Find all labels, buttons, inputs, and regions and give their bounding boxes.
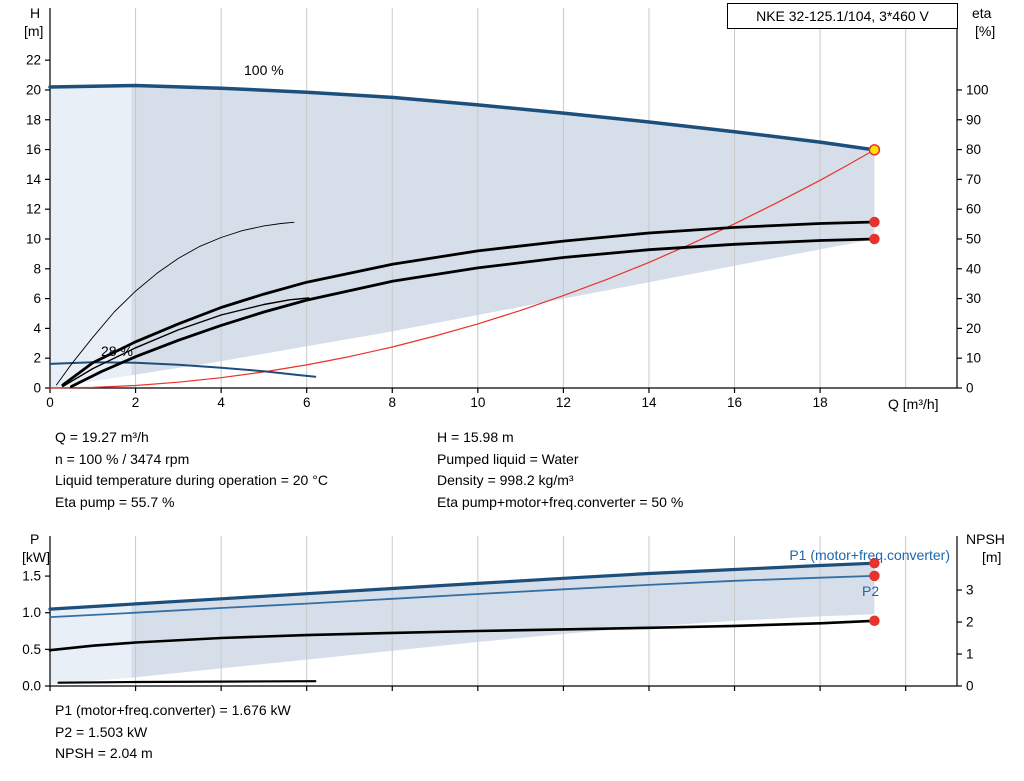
- p1-endpoint: [869, 557, 880, 569]
- power-envelope-light: [50, 604, 132, 685]
- tick-label: 16: [727, 395, 742, 410]
- tick-label: 8: [33, 261, 41, 276]
- tick-label: 0.0: [22, 679, 41, 694]
- h-axis-unit: [m]: [24, 23, 44, 39]
- duty-readout-left: Q = 19.27 m³/h n = 100 % / 3474 rpm Liqu…: [55, 427, 328, 513]
- affinity-parabola: [49, 149, 876, 389]
- tick-label: 50: [966, 231, 981, 246]
- tick-label: 14: [641, 395, 657, 410]
- power-envelope: [131, 563, 875, 678]
- duty-point[interactable]: [868, 144, 881, 156]
- tick-label: 0: [966, 381, 974, 396]
- eta-axis-label: eta: [972, 5, 992, 21]
- tick-label: 90: [966, 112, 981, 127]
- tick-label: 1.5: [22, 569, 41, 584]
- density-readout: Density = 998.2 kg/m³: [437, 472, 574, 488]
- p1-curve-label: P1 (motor+freq.converter): [789, 547, 950, 563]
- tick-label: 40: [966, 261, 981, 276]
- p1-curve: [48, 561, 877, 611]
- tick-label: 10: [966, 351, 981, 366]
- speed-28-label: 28 %: [101, 343, 133, 359]
- operating-envelope-light: [50, 85, 132, 389]
- tick-label: 18: [813, 395, 828, 410]
- npsh-endpoint: [869, 615, 880, 627]
- h-axis-label: H: [30, 5, 41, 21]
- hq-curve-100pct: [48, 83, 877, 152]
- speed-100-label: 100 %: [244, 62, 284, 78]
- tick-label: 10: [470, 395, 485, 410]
- tick-label: 10: [26, 231, 41, 246]
- q-axis-label: Q [m³/h]: [888, 396, 939, 412]
- tick-label: 1: [966, 647, 974, 662]
- tick-label: 4: [33, 321, 41, 336]
- tick-label: 70: [966, 172, 981, 187]
- speed-readout: n = 100 % / 3474 rpm: [55, 450, 190, 467]
- pump-title-box: NKE 32-125.1/104, 3*460 V: [727, 3, 958, 29]
- tick-label: 12: [26, 202, 41, 217]
- tick-label: 30: [966, 291, 981, 306]
- eta-total-readout: Eta pump+motor+freq.converter = 50 %: [437, 493, 684, 510]
- tick-label: 0.5: [22, 642, 41, 657]
- flow-readout: Q = 19.27 m³/h: [55, 429, 149, 445]
- tick-label: 2: [966, 615, 974, 630]
- p-axis-unit: [kW]: [22, 549, 50, 565]
- eta-total-curve-28pct: [62, 297, 310, 388]
- npsh-curve: [48, 619, 876, 652]
- eta-pump-curve-28pct: [55, 221, 295, 386]
- npsh-axis-label: NPSH: [966, 531, 1005, 547]
- eta-axis-unit: [%]: [975, 23, 996, 39]
- power-readout-block: P1 (motor+freq.converter) = 1.676 kW P2 …: [55, 700, 291, 765]
- tick-label: 6: [33, 291, 41, 306]
- tick-label: 16: [26, 142, 41, 157]
- eta-total-endpoint: [869, 233, 880, 245]
- tick-label: 0: [46, 395, 54, 410]
- npsh-axis-unit: [m]: [982, 549, 1002, 565]
- p2-curve-label: P2: [862, 583, 880, 599]
- eta-pump-curve-100pct: [61, 220, 876, 387]
- tick-label: 0: [966, 679, 974, 694]
- liquid-readout: Pumped liquid = Water: [437, 450, 579, 467]
- tick-label: 3: [966, 583, 974, 598]
- duty-readout-right: H = 15.98 m Pumped liquid = Water Densit…: [437, 427, 683, 513]
- liquid-temp-readout: Liquid temperature during operation = 20…: [55, 472, 328, 488]
- tick-label: 22: [26, 53, 41, 68]
- eta-pump-endpoint: [869, 216, 880, 228]
- tick-label: 2: [132, 395, 140, 410]
- tick-label: 20: [26, 82, 41, 97]
- p2-readout: P2 = 1.503 kW: [55, 723, 148, 740]
- p2-curve: [49, 575, 876, 618]
- tick-label: 14: [26, 172, 42, 187]
- p-curve-28pct: [57, 680, 317, 684]
- tick-label: 8: [389, 395, 397, 410]
- tick-label: 1.0: [22, 605, 41, 620]
- head-readout: H = 15.98 m: [437, 429, 514, 445]
- p2-endpoint: [869, 570, 880, 582]
- tick-label: 0: [33, 381, 41, 396]
- npsh-readout: NPSH = 2.04 m: [55, 745, 153, 761]
- eta-total-curve-100pct: [70, 237, 876, 388]
- tick-label: 100: [966, 82, 989, 97]
- tick-label: 60: [966, 202, 981, 217]
- eta-pump-readout: Eta pump = 55.7 %: [55, 493, 175, 510]
- hq-curve-28pct: [49, 361, 317, 378]
- tick-label: 6: [303, 395, 311, 410]
- tick-label: 2: [33, 351, 41, 366]
- p-axis-label: P: [30, 531, 40, 547]
- tick-label: 20: [966, 321, 981, 336]
- tick-label: 12: [556, 395, 571, 410]
- tick-label: 80: [966, 142, 981, 157]
- tick-label: 4: [217, 395, 225, 410]
- p1-readout: P1 (motor+freq.converter) = 1.676 kW: [55, 702, 291, 718]
- tick-label: 18: [26, 112, 41, 127]
- operating-envelope: [131, 85, 875, 376]
